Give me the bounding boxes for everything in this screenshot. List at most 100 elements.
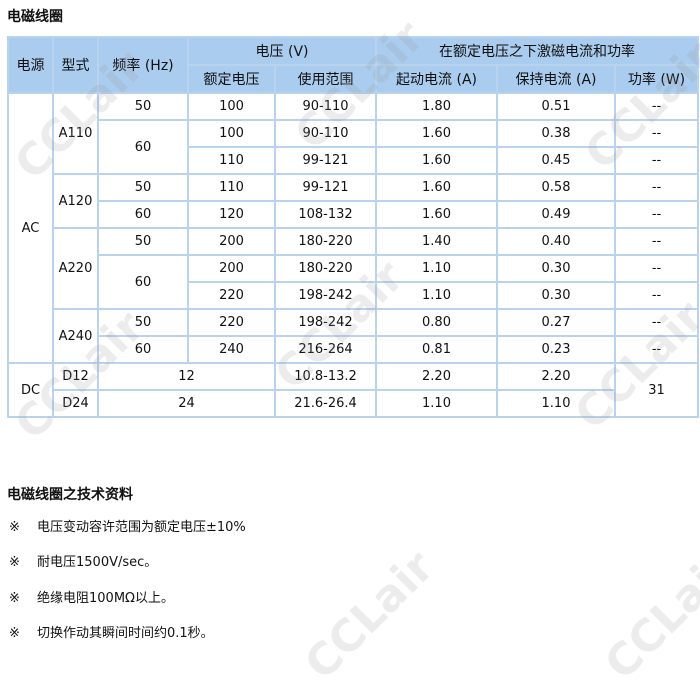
table-cell: 200 xyxy=(187,227,276,256)
table-cell: 110 xyxy=(187,173,276,202)
table-cell: 0.40 xyxy=(496,227,617,256)
note-item: ※ 绝缘电阻100MΩ以上。 xyxy=(9,587,174,606)
note-text: 切换作动其瞬间时间约0.1秒。 xyxy=(37,626,214,641)
table-cell: -- xyxy=(614,335,700,364)
table-cell: 2.20 xyxy=(496,362,617,391)
table-cell: 180-220 xyxy=(273,227,378,256)
table-cell: -- xyxy=(614,227,700,256)
table-cell: 24 xyxy=(97,389,276,418)
table-cell: 110 xyxy=(187,146,276,175)
table-cell: 0.30 xyxy=(496,281,617,310)
table-cell: AC xyxy=(7,92,54,364)
header-rated-voltage: 额定电压 xyxy=(187,64,276,94)
table-row: 60 120 108-132 1.60 0.49 -- xyxy=(8,200,700,229)
table-cell: 220 xyxy=(187,308,276,337)
table-cell: 1.60 xyxy=(375,146,499,175)
table-cell: 108-132 xyxy=(273,200,378,229)
table-cell: 0.27 xyxy=(496,308,617,337)
table-cell: 0.51 xyxy=(496,92,617,121)
table-cell: A120 xyxy=(52,173,99,229)
table-cell: 1.60 xyxy=(375,119,499,148)
table-cell: 99-121 xyxy=(273,146,378,175)
table-cell: A220 xyxy=(52,227,99,310)
table-cell: 60 xyxy=(97,254,189,310)
table-cell: 0.81 xyxy=(375,335,499,364)
note-item: ※ 耐电压1500V/sec。 xyxy=(9,551,157,570)
table-cell: 60 xyxy=(97,200,189,229)
table-cell: 220 xyxy=(187,281,276,310)
table-cell: -- xyxy=(614,173,700,202)
header-usage-range: 使用范围 xyxy=(273,64,378,94)
header-voltage: 电压 (V) xyxy=(186,36,378,66)
note-mark: ※ xyxy=(9,591,20,606)
table-row: D24 24 21.6-26.4 1.10 1.10 xyxy=(8,389,698,418)
header-starting-current: 起动电流 (A) xyxy=(375,64,499,94)
table-cell: 90-110 xyxy=(273,119,378,148)
table-cell: 90-110 xyxy=(273,92,378,121)
table-row: A220 50 200 180-220 1.40 0.40 -- xyxy=(8,227,700,310)
table-cell: 50 xyxy=(97,92,189,121)
table-cell: 1.10 xyxy=(496,389,617,418)
table-cell: 0.23 xyxy=(496,335,617,364)
table-row: A240 50 220 198-242 0.80 0.27 -- xyxy=(8,308,700,364)
header-holding-current: 保持电流 (A) xyxy=(496,64,617,94)
table-cell: 50 xyxy=(97,308,189,337)
table-row: 110 99-121 1.60 0.45 -- xyxy=(8,146,700,175)
table-cell: 31 xyxy=(614,362,700,418)
table-cell: 180-220 xyxy=(273,254,378,283)
table-cell: DC xyxy=(7,362,54,418)
table-cell: 99-121 xyxy=(273,173,378,202)
table-cell: 50 xyxy=(97,227,189,256)
table-cell: 1.10 xyxy=(375,281,499,310)
table-cell: 1.10 xyxy=(375,254,499,283)
table-cell: -- xyxy=(614,200,700,229)
note-item: ※ 电压变动容许范围为额定电压±10% xyxy=(9,516,246,535)
table-cell: 1.80 xyxy=(375,92,499,121)
table-cell: 0.49 xyxy=(496,200,617,229)
note-mark: ※ xyxy=(9,520,20,535)
header-model: 型式 xyxy=(52,36,99,94)
table-cell: 198-242 xyxy=(273,308,378,337)
table-cell: 198-242 xyxy=(273,281,378,310)
table-cell: 1.60 xyxy=(375,173,499,202)
table-cell: -- xyxy=(614,308,700,337)
header-frequency: 频率 (Hz) xyxy=(97,36,189,94)
table-cell: -- xyxy=(614,119,700,148)
table-row: A120 50 110 99-121 1.60 0.58 -- xyxy=(8,173,700,229)
table-cell: 1.40 xyxy=(375,227,499,256)
note-item: ※ 切换作动其瞬间时间约0.1秒。 xyxy=(9,622,214,641)
table-cell: 0.30 xyxy=(496,254,617,283)
table-cell: 60 xyxy=(97,119,189,175)
table-cell: 200 xyxy=(187,254,276,283)
table-cell: 0.45 xyxy=(496,146,617,175)
table-cell: 100 xyxy=(187,92,276,121)
watermark: CCLair xyxy=(295,541,444,690)
table-cell: 2.20 xyxy=(375,362,499,391)
table-cell: 10.8-13.2 xyxy=(273,362,378,391)
table-row: AC A110 50 100 90-110 1.80 0.51 -- xyxy=(7,92,700,364)
table-cell: -- xyxy=(614,146,700,175)
note-text: 绝缘电阻100MΩ以上。 xyxy=(37,591,174,606)
table-row: DC D12 12 10.8-13.2 2.20 2.20 31 xyxy=(7,362,700,418)
note-mark: ※ xyxy=(9,555,20,570)
table-cell: D12 xyxy=(52,362,99,391)
note-text: 耐电压1500V/sec。 xyxy=(37,555,158,570)
table-row: 60 200 180-220 1.10 0.30 -- xyxy=(8,254,700,310)
table-cell: 1.60 xyxy=(375,200,499,229)
table-row: 220 198-242 1.10 0.30 -- xyxy=(8,281,700,310)
table-cell: 100 xyxy=(187,119,276,148)
table-cell: 21.6-26.4 xyxy=(273,389,378,418)
note-text: 电压变动容许范围为额定电压±10% xyxy=(37,520,246,535)
table-cell: 1.10 xyxy=(375,389,499,418)
table-row: 60 240 216-264 0.81 0.23 -- xyxy=(8,335,700,364)
table-cell: 60 xyxy=(97,335,189,364)
table-cell: 0.38 xyxy=(496,119,617,148)
tech-section-title: 电磁线圈之技术资料 xyxy=(7,487,133,503)
table-cell: 216-264 xyxy=(273,335,378,364)
table-cell: 12 xyxy=(97,362,276,391)
table-cell: D24 xyxy=(52,389,99,418)
table-cell: 0.80 xyxy=(375,308,499,337)
note-mark: ※ xyxy=(9,626,20,641)
table-cell: A110 xyxy=(52,92,99,175)
coil-spec-table: 电源 型式 频率 (Hz) 电压 (V) 在额定电压之下激磁电流和功率 额定电压… xyxy=(7,36,700,418)
